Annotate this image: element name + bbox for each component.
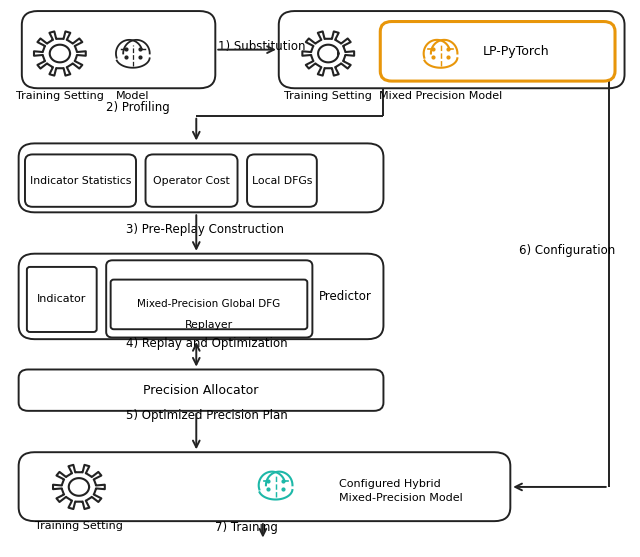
FancyBboxPatch shape [22,11,215,88]
Text: Training Setting: Training Setting [284,91,372,101]
Text: LP-PyTorch: LP-PyTorch [483,45,550,58]
Text: Replayer: Replayer [185,320,234,330]
Text: Indicator Statistics: Indicator Statistics [30,175,131,185]
Text: Training Setting: Training Setting [35,521,123,531]
Text: 7) Training: 7) Training [215,521,278,534]
Text: 2) Profiling: 2) Profiling [106,101,170,114]
Text: 4) Replay and Optimization: 4) Replay and Optimization [127,336,288,350]
FancyBboxPatch shape [106,260,312,338]
FancyBboxPatch shape [111,280,307,329]
Text: Predictor: Predictor [319,290,372,303]
Text: 1) Substitution: 1) Substitution [218,41,306,53]
FancyBboxPatch shape [19,143,383,212]
Text: 3) Pre-Replay Construction: 3) Pre-Replay Construction [127,223,285,237]
Text: Operator Cost: Operator Cost [153,175,230,185]
Text: Precision Allocator: Precision Allocator [143,384,259,397]
Text: Training Setting: Training Setting [16,91,104,101]
Text: Model: Model [116,91,150,101]
Text: 5) Optimized Precision Plan: 5) Optimized Precision Plan [127,409,288,422]
Text: Local DFGs: Local DFGs [252,175,312,185]
FancyBboxPatch shape [19,369,383,411]
FancyBboxPatch shape [145,154,237,207]
FancyBboxPatch shape [19,253,383,339]
FancyBboxPatch shape [380,22,615,81]
FancyBboxPatch shape [19,452,510,521]
FancyBboxPatch shape [279,11,625,88]
Text: Mixed Precision Model: Mixed Precision Model [379,91,502,101]
Text: Mixed-Precision Global DFG: Mixed-Precision Global DFG [138,300,280,310]
FancyBboxPatch shape [27,267,97,332]
Text: Indicator: Indicator [37,295,86,305]
Text: Configured Hybrid
Mixed-Precision Model: Configured Hybrid Mixed-Precision Model [339,479,463,503]
FancyBboxPatch shape [25,154,136,207]
Text: 6) Configuration: 6) Configuration [519,245,616,257]
FancyBboxPatch shape [247,154,317,207]
